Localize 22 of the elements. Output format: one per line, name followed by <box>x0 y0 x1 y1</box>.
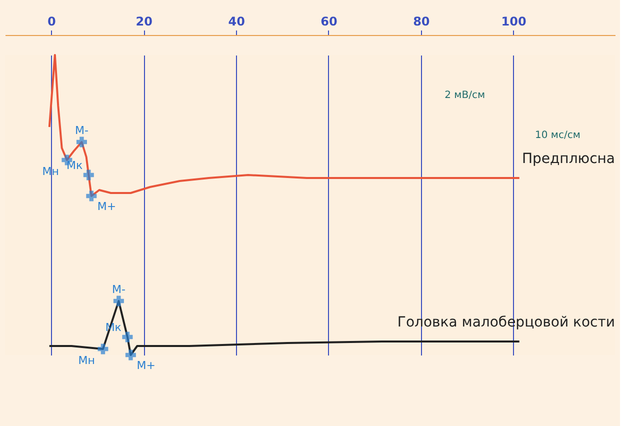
x-tick-label: 20 <box>136 14 152 28</box>
x-tick-label: 80 <box>413 14 430 28</box>
x-tick-label: 40 <box>228 14 245 28</box>
annotation: Мк <box>66 159 83 172</box>
point <box>122 332 133 342</box>
series-label: Предплюсна <box>522 151 615 167</box>
annotation: 10 мс/см <box>535 130 580 141</box>
annotation: М- <box>112 283 126 296</box>
point <box>86 190 97 202</box>
point <box>113 296 124 306</box>
x-tick-label: 60 <box>320 14 338 28</box>
x-tick-label: 100 <box>501 14 526 28</box>
point <box>83 170 94 180</box>
annotation: 2 мВ/см <box>444 90 485 101</box>
x-tick-label: 0 <box>48 14 56 28</box>
annotation: М- <box>74 124 88 137</box>
annotation: М+ <box>97 200 116 213</box>
point <box>125 350 136 360</box>
annotation: М+ <box>136 359 156 372</box>
point <box>76 136 87 148</box>
point <box>98 344 108 354</box>
annotation: Мн <box>78 354 95 367</box>
